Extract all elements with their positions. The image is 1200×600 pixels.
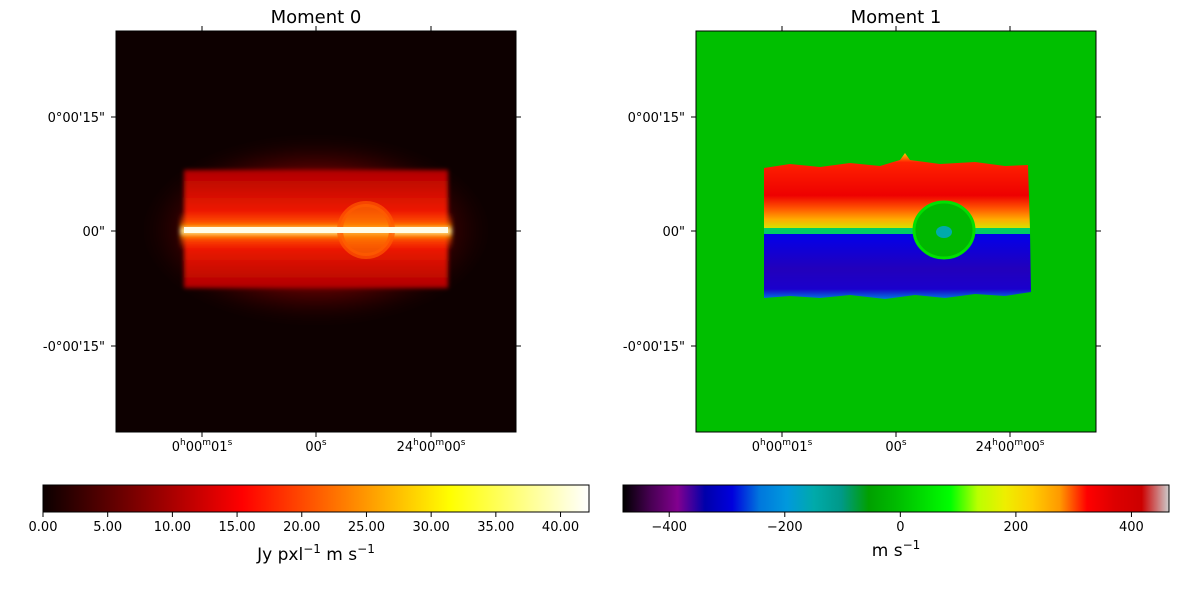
colorbar-tick-label: −200: [767, 520, 803, 535]
panel-title: Moment 0: [271, 7, 362, 28]
x-tick-label: 0h​00m​01s​: [752, 438, 813, 455]
x-tick-label: 00s​: [305, 438, 327, 455]
colorbar-tick-label: 10.00: [154, 520, 191, 535]
heatmap-moment0: [144, 138, 488, 322]
colorbar-tick-label: 25.00: [348, 520, 385, 535]
velocity-zero-line: [764, 228, 1030, 234]
colorbar-moment1: −400 −200 0 200 400 m s−1​: [622, 484, 1170, 561]
colorbar-gradient: [43, 485, 589, 512]
y-tick-label: 00": [82, 225, 105, 240]
colorbar-tick-label: 30.00: [413, 520, 450, 535]
colorbar-moment0: 0.00 5.00 10.00 15.00 20.00 25.00 30.00 35.00 40…: [29, 484, 590, 565]
colorbar-tick-label: 400: [1119, 520, 1144, 535]
colorbar-tick-label: 0.00: [29, 520, 58, 535]
y-tick-label: 00": [662, 225, 685, 240]
ticks: [691, 26, 1101, 437]
colorbar-tick-label: 200: [1003, 520, 1028, 535]
y-tick-labels: 0°00'15" 00" -0°00'15": [43, 111, 105, 355]
colorbar-tick-label: 0: [896, 520, 904, 535]
x-tick-label: 24h​00m​00s​: [976, 438, 1045, 455]
x-tick-label: 0h​00m​01s​: [172, 438, 233, 455]
colorbar-tick-label: −400: [651, 520, 687, 535]
colorbar-tick-label: 5.00: [93, 520, 122, 535]
blueshift-half: [764, 232, 1031, 299]
colorbar-tick-label: 20.00: [283, 520, 320, 535]
colorbar-tick-label: 15.00: [218, 520, 255, 535]
y-tick-label: -0°00'15": [623, 340, 685, 355]
y-tick-labels: 0°00'15" 00" -0°00'15": [623, 111, 685, 355]
panel-moment1: Moment 1 0°00'15" 00" -0°00'15" 0h​00m​0…: [623, 7, 1101, 455]
disk-midplane: [184, 227, 448, 233]
ring-core: [936, 226, 952, 238]
x-tick-labels: 0h​00m​01s​ 00s​ 24h​00m​00s​: [752, 438, 1045, 455]
x-tick-labels: 0h​00m​01s​ 00s​ 24h​00m​00s​: [172, 438, 466, 455]
ticks: [111, 26, 521, 437]
colorbar-label: m s−1​: [872, 538, 921, 561]
colorbar-gradient: [623, 485, 1169, 512]
x-tick-label: 00s​: [885, 438, 907, 455]
heatmap-moment1: [764, 153, 1031, 299]
y-tick-label: 0°00'15": [48, 111, 105, 126]
colorbar-frame: [622, 484, 1170, 513]
panel-title: Moment 1: [851, 7, 942, 28]
y-tick-label: -0°00'15": [43, 340, 105, 355]
y-tick-label: 0°00'15": [628, 111, 685, 126]
colorbar-tick-label: 40.00: [542, 520, 579, 535]
colorbar-tick-label: 35.00: [477, 520, 514, 535]
colorbar-label: Jy pxl−1​ m s−1​: [256, 542, 375, 565]
x-tick-label: 24h​00m​00s​: [397, 438, 466, 455]
colorbar-frame: [42, 484, 590, 513]
panel-moment0: Moment 0 0°00'15" 00" -0°00'15" 0h​00m​0…: [43, 7, 521, 455]
